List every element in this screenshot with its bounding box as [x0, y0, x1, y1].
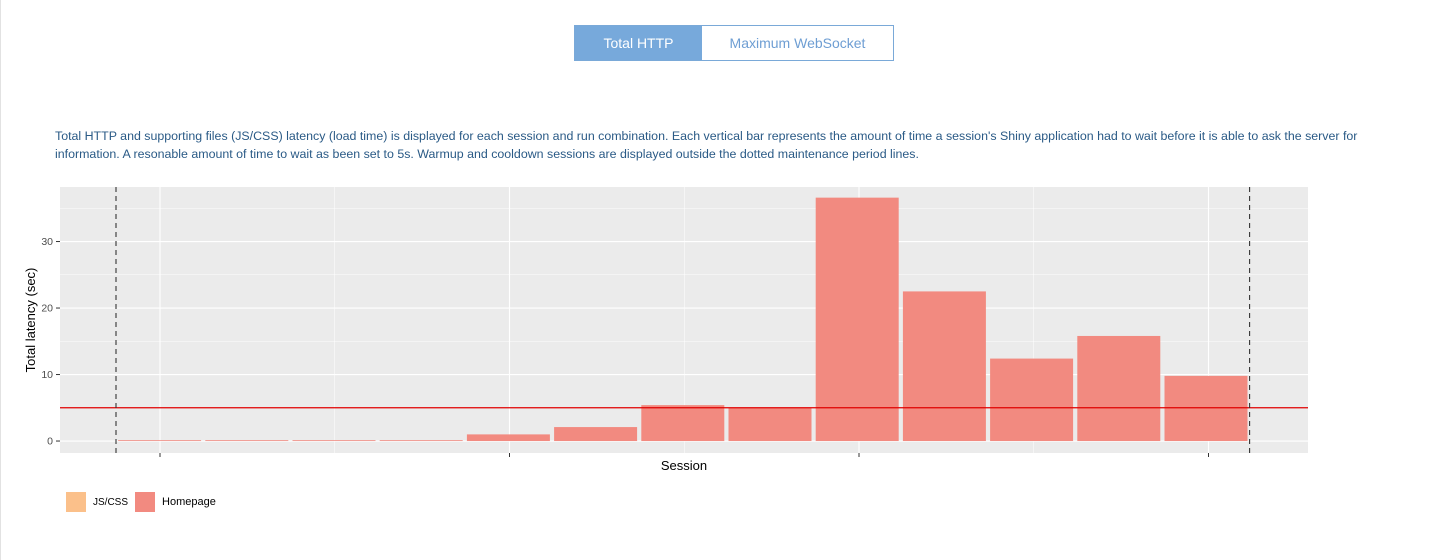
- bar-homepage: [1077, 335, 1161, 442]
- chart-description: Total HTTP and supporting files (JS/CSS)…: [55, 129, 1358, 161]
- y-tick-label: 0: [47, 436, 53, 448]
- y-tick-label: 20: [41, 303, 53, 315]
- tab-group: Total HTTP Maximum WebSocket: [574, 25, 894, 61]
- bar-homepage: [815, 197, 899, 442]
- bar-homepage: [728, 407, 812, 442]
- y-axis: 0 10 20 30: [41, 236, 60, 448]
- bars: [118, 197, 1248, 442]
- bar-homepage: [902, 291, 986, 442]
- x-axis-label: Session: [661, 458, 707, 473]
- tab-total-http[interactable]: Total HTTP: [575, 26, 702, 60]
- bar-homepage: [205, 440, 289, 442]
- legend-item-jscss: JS/CSS: [66, 492, 128, 512]
- y-tick-label: 30: [41, 236, 53, 248]
- tab-maximum-websocket[interactable]: Maximum WebSocket: [702, 26, 893, 60]
- bar-homepage: [466, 434, 550, 442]
- y-tick-label: 10: [41, 369, 53, 381]
- legend-swatch-jscss: [66, 492, 86, 512]
- page-left-border: [0, 0, 1, 560]
- legend-label-jscss: JS/CSS: [93, 496, 129, 508]
- bar-homepage: [292, 440, 376, 442]
- bar-homepage: [1164, 375, 1248, 442]
- legend-label-homepage: Homepage: [162, 496, 216, 508]
- bar-homepage: [118, 440, 202, 442]
- bar-homepage: [554, 427, 638, 442]
- legend: JS/CSS Homepage: [66, 492, 223, 512]
- x-axis: [159, 453, 1209, 457]
- overlay-lines: [60, 187, 1308, 453]
- legend-item-homepage: Homepage: [135, 492, 216, 512]
- bar-homepage: [641, 405, 725, 442]
- bar-homepage: [379, 440, 463, 442]
- bar-homepage: [990, 358, 1074, 442]
- legend-swatch-homepage: [135, 492, 156, 512]
- y-axis-label: Total latency (sec): [23, 268, 38, 373]
